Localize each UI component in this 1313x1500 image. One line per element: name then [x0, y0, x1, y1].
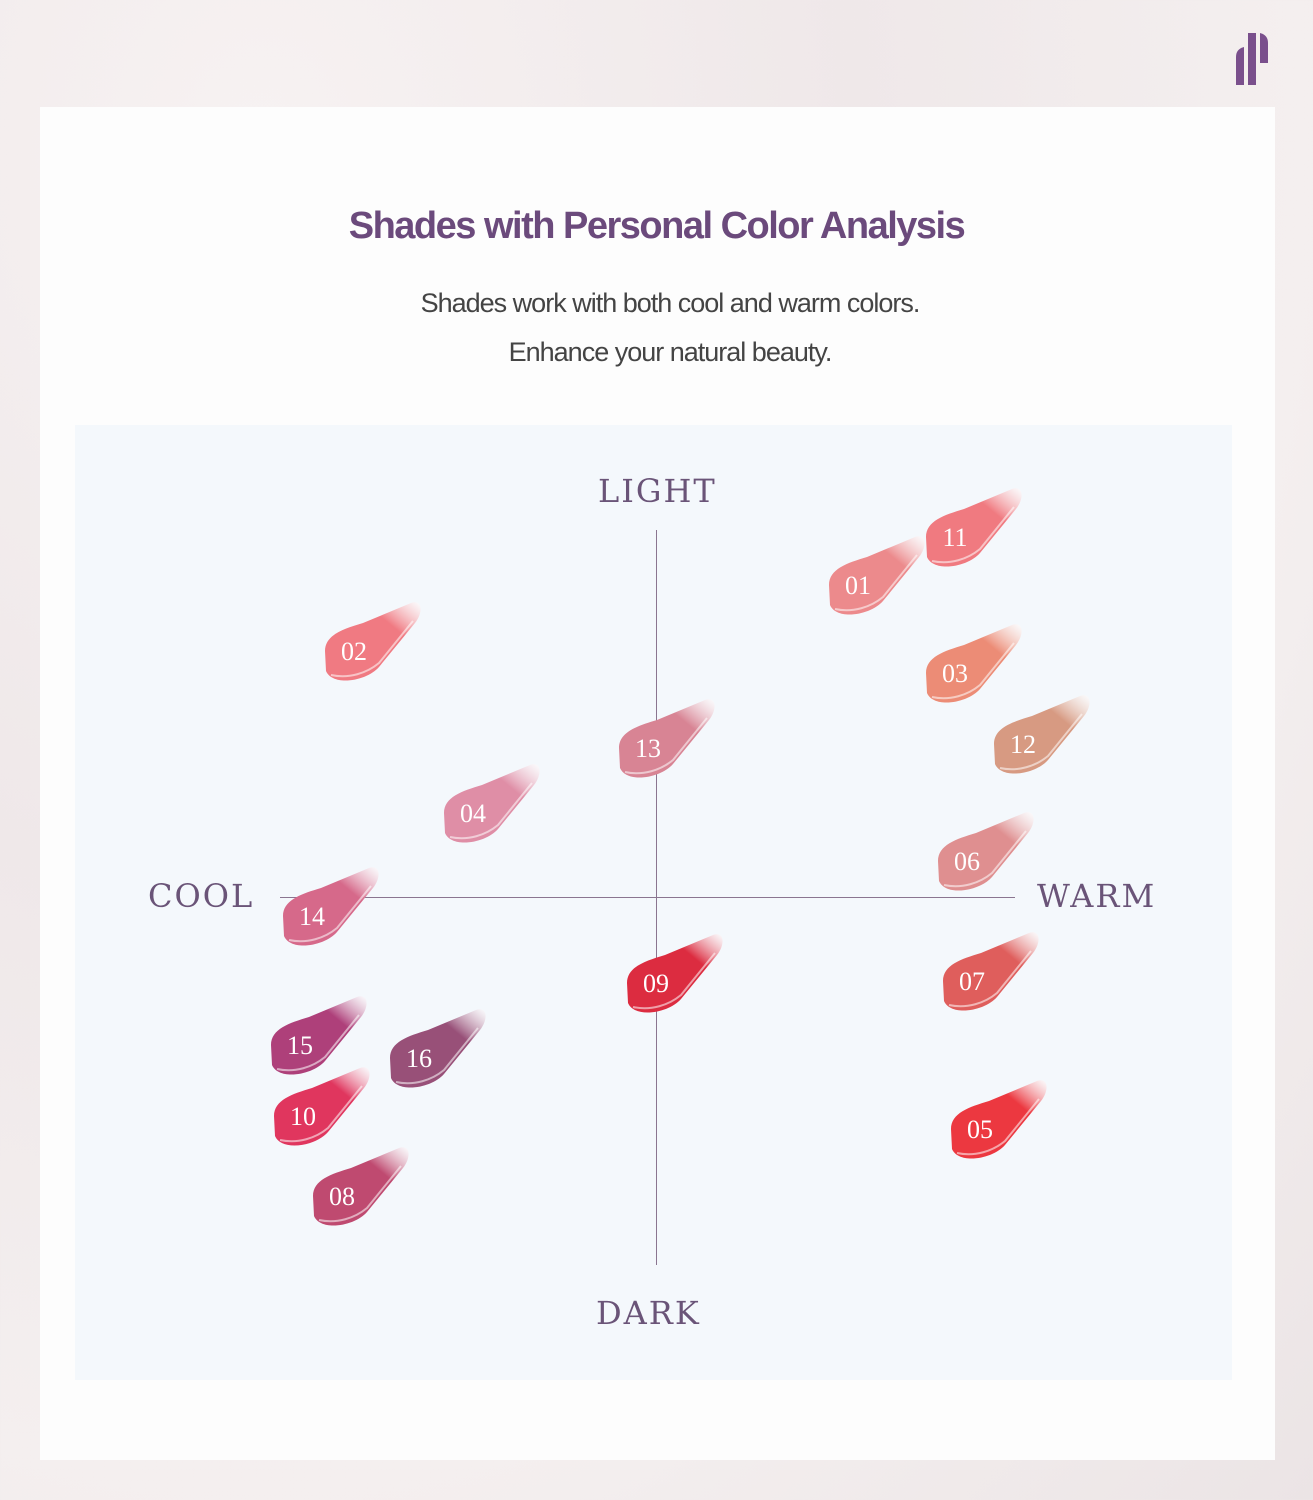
- lipstick-swatch-shape: [926, 488, 1022, 567]
- subtitle-line-1: Shades work with both cool and warm colo…: [420, 288, 921, 318]
- lipstick-swatch-shape: [627, 934, 723, 1013]
- shade-swatch-10: 10: [268, 1064, 378, 1159]
- subtitle-line-2: Enhance your natural beauty.: [508, 337, 833, 367]
- axis-label-dark: DARK: [596, 1294, 701, 1332]
- shade-number: 15: [287, 1031, 313, 1060]
- brand-logo: [1236, 33, 1274, 85]
- axis-label-cool: COOL: [148, 877, 255, 915]
- shade-swatch-11: 11: [920, 485, 1030, 580]
- lipstick-swatch-shape: [325, 602, 421, 681]
- shade-swatch-02: 02: [319, 599, 429, 694]
- axis-label-light: LIGHT: [598, 472, 717, 510]
- lipstick-swatch-shape: [938, 812, 1034, 891]
- shade-number: 01: [845, 571, 871, 600]
- shade-number: 07: [959, 967, 985, 996]
- axis-label-warm: WARM: [1037, 877, 1157, 915]
- shade-swatch-13: 13: [613, 696, 723, 791]
- shade-swatch-09: 09: [621, 931, 731, 1026]
- page-title: Shades with Personal Color Analysis: [348, 205, 966, 247]
- shade-swatch-05: 05: [945, 1077, 1055, 1172]
- shade-swatch-03: 03: [920, 621, 1030, 716]
- lipstick-swatch-shape: [994, 695, 1090, 774]
- lipstick-swatch-shape: [271, 996, 367, 1075]
- shade-swatch-14: 14: [277, 864, 387, 959]
- lipstick-swatch-shape: [274, 1067, 370, 1146]
- shade-number: 03: [942, 659, 968, 688]
- shade-swatch-16: 16: [384, 1006, 494, 1101]
- shade-number: 11: [942, 523, 968, 552]
- shade-number: 09: [643, 969, 669, 998]
- lipstick-swatch-shape: [390, 1009, 486, 1088]
- shade-number: 14: [299, 902, 325, 931]
- shade-number: 08: [329, 1182, 355, 1211]
- lipstick-swatch-shape: [829, 536, 925, 615]
- shade-swatch-04: 04: [438, 761, 548, 856]
- shade-swatch-08: 08: [307, 1144, 417, 1239]
- shade-swatch-06: 06: [932, 809, 1042, 904]
- shade-number: 06: [954, 847, 980, 876]
- lipstick-swatch-shape: [283, 867, 379, 946]
- shade-number: 13: [635, 734, 661, 763]
- lipstick-swatch-shape: [951, 1080, 1047, 1159]
- shade-number: 05: [967, 1115, 993, 1144]
- horizontal-axis: [280, 897, 1015, 898]
- shade-swatch-12: 12: [988, 692, 1098, 787]
- shade-number: 16: [406, 1044, 432, 1073]
- shade-number: 12: [1010, 730, 1036, 759]
- shade-swatch-15: 15: [265, 993, 375, 1088]
- shade-swatch-07: 07: [937, 929, 1047, 1024]
- lipstick-swatch-shape: [313, 1147, 409, 1226]
- shade-number: 10: [290, 1102, 316, 1131]
- color-analysis-panel: [75, 425, 1232, 1380]
- lipstick-swatch-shape: [619, 699, 715, 778]
- shade-swatch-01: 01: [823, 533, 933, 628]
- lipstick-swatch-shape: [943, 932, 1039, 1011]
- shade-number: 02: [341, 637, 367, 666]
- lipstick-swatch-shape: [444, 764, 540, 843]
- lipstick-swatch-shape: [926, 624, 1022, 703]
- shade-number: 04: [460, 799, 486, 828]
